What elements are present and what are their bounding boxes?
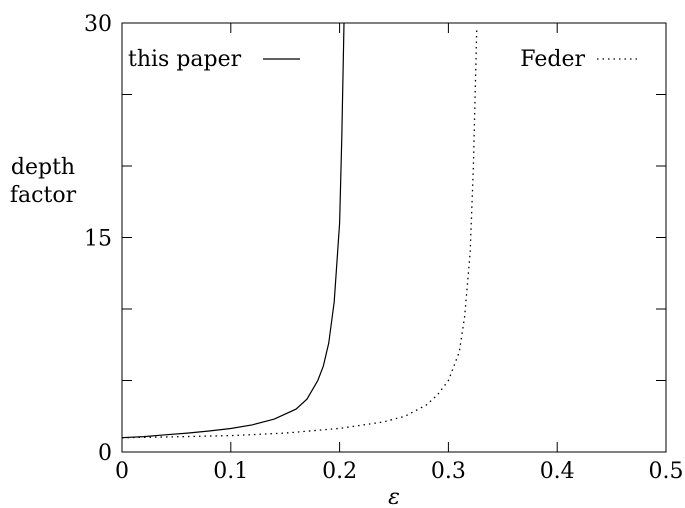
legend-label: this paper <box>128 47 242 72</box>
tick-labels: 0 0.1 0.2 0.3 0.4 0.5 0 15 30 <box>84 12 684 484</box>
x-tick-label: 0.5 <box>649 459 684 484</box>
x-tick-label: 0.2 <box>322 459 357 484</box>
series-line-this-paper <box>121 22 345 439</box>
x-tick-label: 0.1 <box>213 459 248 484</box>
y-axis-label-line-2: factor <box>10 183 77 208</box>
x-tick-label: 0 <box>115 459 129 484</box>
y-tick-label: 30 <box>84 12 112 37</box>
plot-frame <box>121 22 667 453</box>
tick-marks <box>121 22 667 453</box>
x-tick-label: 0.3 <box>431 459 466 484</box>
series-line-feder <box>121 30 478 439</box>
x-axis-label: ε <box>388 485 400 508</box>
series-layer <box>121 22 478 439</box>
legend: this paper Feder <box>128 47 638 72</box>
y-tick-label: 15 <box>84 227 112 252</box>
y-axis-label-line-1: depth <box>11 155 75 180</box>
x-tick-label: 0.4 <box>540 459 575 484</box>
legend-label: Feder <box>520 47 585 72</box>
y-tick-label: 0 <box>98 441 112 466</box>
